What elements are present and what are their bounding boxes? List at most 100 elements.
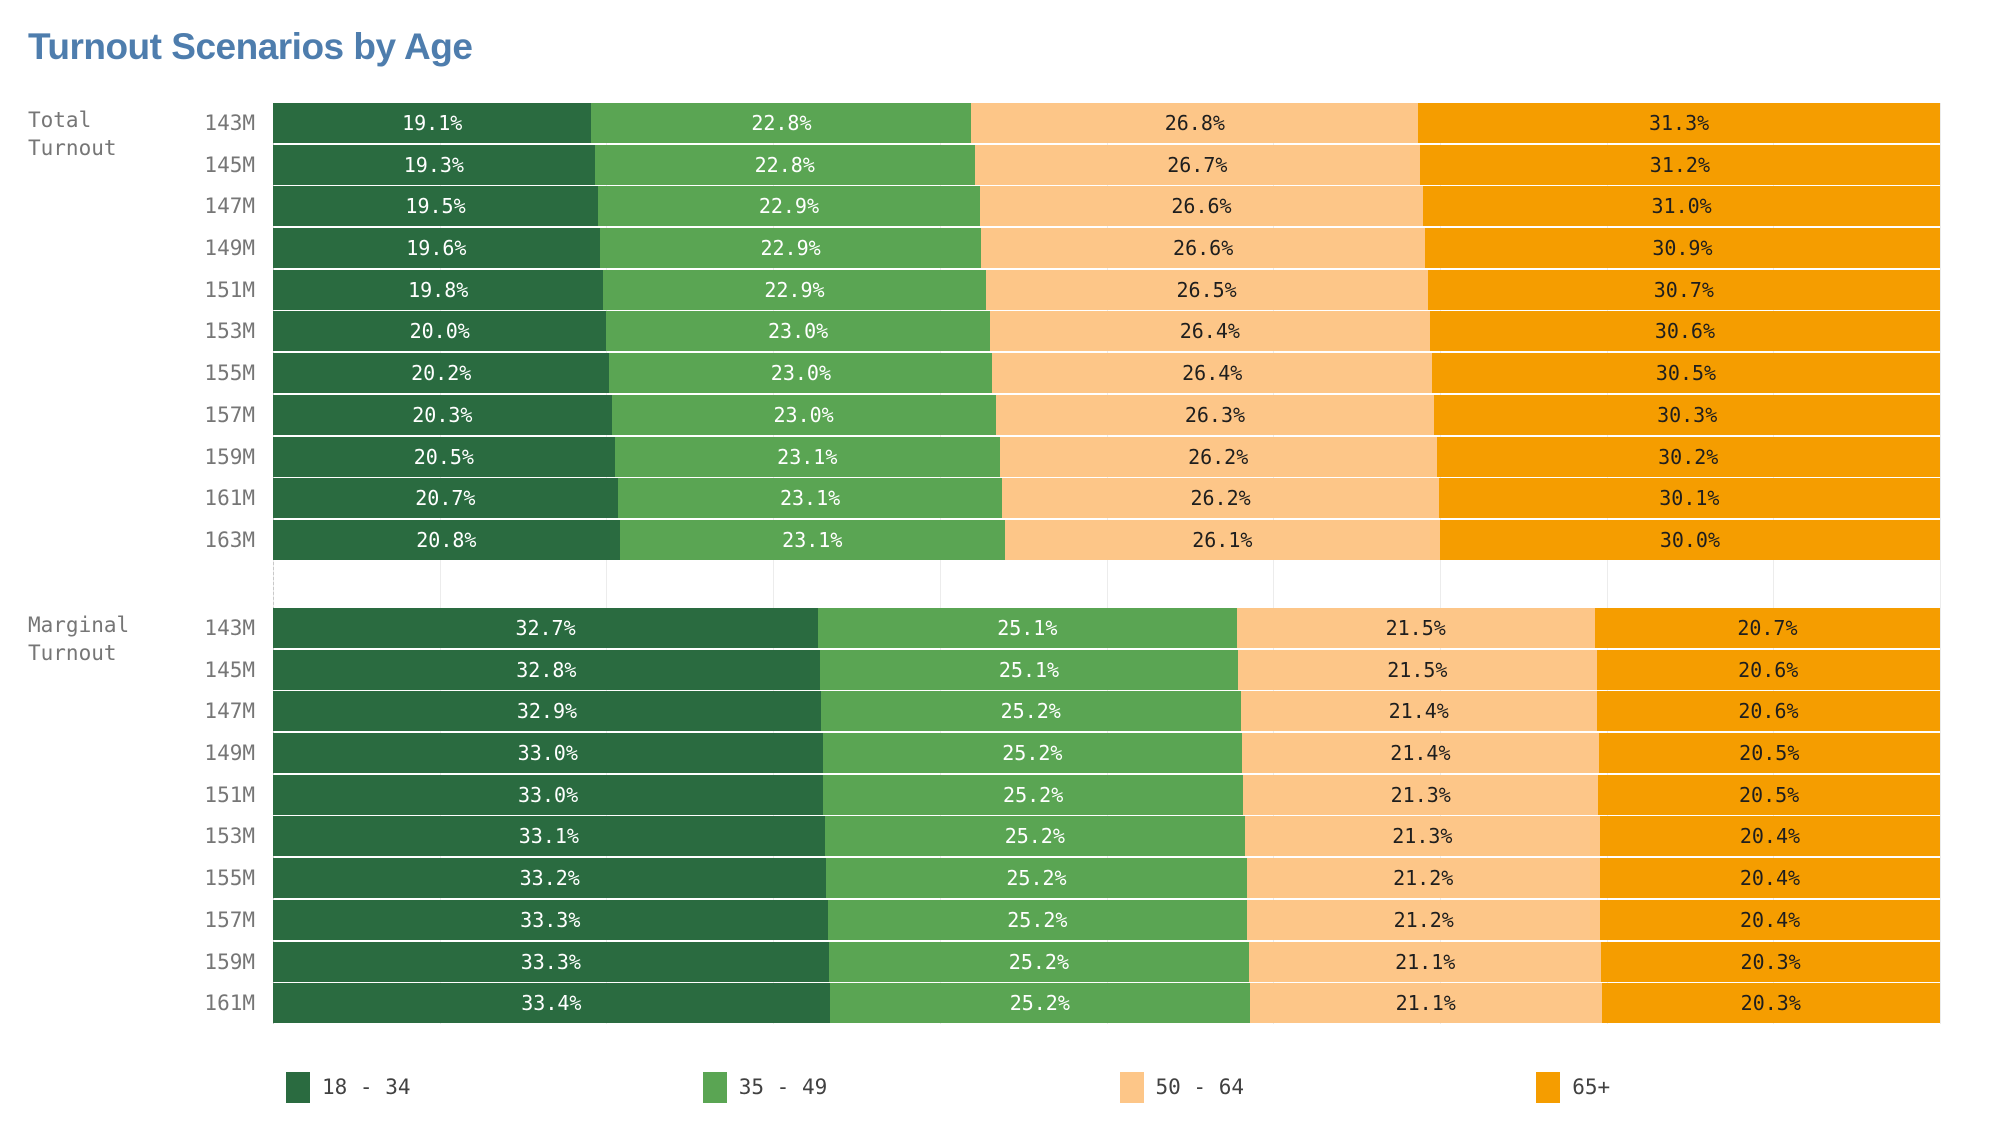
- bar-segment-18-34[interactable]: 19.5%: [273, 186, 599, 227]
- segment-value-label: 30.0%: [1659, 527, 1721, 552]
- legend-item-50-64[interactable]: 50 - 64: [1107, 1072, 1524, 1103]
- bar-segment-18-34[interactable]: 32.7%: [273, 608, 819, 648]
- bar-segment-18-34[interactable]: 20.8%: [273, 519, 620, 560]
- legend-item-65+[interactable]: 65+: [1523, 1072, 1940, 1103]
- legend-label: 35 - 49: [738, 1075, 828, 1099]
- bar-segment-18-34[interactable]: 32.9%: [273, 691, 821, 732]
- bar-segment-18-34[interactable]: 20.0%: [273, 311, 607, 352]
- bar-segment-18-34[interactable]: 33.3%: [273, 899, 828, 940]
- bar-segment-65+[interactable]: 30.3%: [1434, 394, 1940, 435]
- bar-segment-18-34[interactable]: 19.6%: [273, 228, 600, 269]
- bar-segment-65+[interactable]: 30.5%: [1432, 353, 1940, 394]
- bar-segment-18-34[interactable]: 19.8%: [273, 269, 604, 310]
- row-label: 153M: [204, 824, 255, 849]
- segment-value-label: 26.6%: [1173, 236, 1234, 261]
- bar-segment-50-64[interactable]: 21.2%: [1246, 858, 1600, 899]
- bar-segment-35-49[interactable]: 25.2%: [824, 816, 1245, 857]
- bar-segment-18-34[interactable]: 33.0%: [273, 733, 823, 774]
- bar-segment-18-34[interactable]: 20.7%: [273, 478, 618, 519]
- bar-segment-35-49[interactable]: 25.1%: [819, 649, 1239, 690]
- bar-segment-50-64[interactable]: 26.4%: [992, 353, 1433, 394]
- bar-segment-65+[interactable]: 20.3%: [1601, 983, 1940, 1024]
- bar-segment-50-64[interactable]: 26.2%: [1002, 478, 1439, 519]
- stacked-bar: 33.4% 25.2% 21.1% 20.3%: [273, 983, 1940, 1024]
- bar-segment-18-34[interactable]: 33.1%: [273, 816, 825, 857]
- turnout-row: 163M 20.8% 23.1% 26.1% 30.0%: [0, 519, 2000, 560]
- bar-segment-50-64[interactable]: 21.1%: [1249, 983, 1602, 1024]
- bar-segment-35-49[interactable]: 25.2%: [827, 899, 1248, 940]
- bar-segment-65+[interactable]: 20.4%: [1599, 858, 1940, 899]
- bar-segment-65+[interactable]: 20.6%: [1596, 649, 1940, 690]
- bar-segment-65+[interactable]: 30.6%: [1429, 311, 1940, 352]
- bar-segment-50-64[interactable]: 21.4%: [1242, 733, 1599, 774]
- bar-segment-18-34[interactable]: 33.2%: [273, 858, 827, 899]
- bar-segment-65+[interactable]: 30.7%: [1427, 269, 1940, 310]
- bar-segment-50-64[interactable]: 26.2%: [999, 436, 1437, 477]
- bar-segment-18-34[interactable]: 19.1%: [273, 103, 592, 143]
- bar-segment-65+[interactable]: 20.5%: [1598, 733, 1940, 774]
- bar-segment-35-49[interactable]: 25.2%: [820, 691, 1241, 732]
- bar-segment-50-64[interactable]: 21.5%: [1236, 608, 1595, 648]
- bar-segment-35-49[interactable]: 22.9%: [598, 186, 980, 227]
- bar-segment-50-64[interactable]: 21.3%: [1244, 816, 1600, 857]
- bar-segment-65+[interactable]: 31.3%: [1418, 103, 1940, 143]
- bar-segment-35-49[interactable]: 23.1%: [617, 478, 1003, 519]
- bar-segment-65+[interactable]: 30.9%: [1424, 228, 1940, 269]
- bar-segment-18-34[interactable]: 32.8%: [273, 649, 820, 690]
- segment-value-label: 31.3%: [1648, 111, 1710, 135]
- bar-segment-50-64[interactable]: 26.6%: [981, 228, 1425, 269]
- bar-segment-50-64[interactable]: 26.3%: [995, 394, 1435, 435]
- bar-segment-65+[interactable]: 20.6%: [1596, 691, 1940, 732]
- bar-segment-65+[interactable]: 20.7%: [1594, 608, 1940, 648]
- bar-segment-35-49[interactable]: 23.0%: [606, 311, 990, 352]
- bar-segment-35-49[interactable]: 22.8%: [594, 144, 975, 185]
- bar-segment-65+[interactable]: 30.0%: [1439, 519, 1940, 560]
- bar-segment-35-49[interactable]: 22.9%: [599, 228, 982, 269]
- bar-segment-35-49[interactable]: 25.2%: [822, 733, 1243, 774]
- bar-segment-50-64[interactable]: 21.5%: [1238, 649, 1597, 690]
- bar-segment-35-49[interactable]: 23.0%: [611, 394, 996, 435]
- bar-segment-35-49[interactable]: 25.2%: [823, 774, 1244, 815]
- bar-segment-18-34[interactable]: 20.5%: [273, 436, 615, 477]
- bar-segment-18-34[interactable]: 19.3%: [273, 144, 595, 185]
- bar-segment-50-64[interactable]: 26.1%: [1004, 519, 1440, 560]
- bar-segment-65+[interactable]: 20.5%: [1598, 774, 1940, 815]
- row-label: 159M: [204, 949, 255, 974]
- legend-label: 50 - 64: [1155, 1075, 1245, 1099]
- bar-segment-50-64[interactable]: 26.5%: [985, 269, 1428, 310]
- bar-segment-65+[interactable]: 20.3%: [1601, 941, 1940, 982]
- bar-segment-35-49[interactable]: 23.1%: [619, 519, 1005, 560]
- bar-segment-35-49[interactable]: 22.8%: [591, 103, 972, 143]
- axis-dashed-line: [273, 103, 274, 1024]
- bar-segment-50-64[interactable]: 21.1%: [1249, 941, 1602, 982]
- bar-segment-35-49[interactable]: 22.9%: [603, 269, 986, 310]
- bar-segment-18-34[interactable]: 20.3%: [273, 394, 612, 435]
- bar-segment-35-49[interactable]: 25.2%: [828, 941, 1250, 982]
- group-total-turnout: 143M 19.1% 22.8% 26.8% 31.3% 145M 19.3% 22.8% 26…: [0, 103, 2000, 562]
- bar-segment-50-64[interactable]: 21.2%: [1247, 899, 1601, 940]
- bar-segment-35-49[interactable]: 25.2%: [826, 858, 1247, 899]
- bar-segment-18-34[interactable]: 33.0%: [273, 774, 824, 815]
- bar-segment-65+[interactable]: 20.4%: [1599, 816, 1940, 857]
- bar-segment-65+[interactable]: 31.0%: [1423, 186, 1940, 227]
- bar-segment-18-34[interactable]: 33.4%: [273, 983, 830, 1024]
- bar-segment-50-64[interactable]: 26.7%: [974, 144, 1420, 185]
- bar-segment-65+[interactable]: 20.4%: [1600, 899, 1940, 940]
- bar-segment-65+[interactable]: 30.1%: [1438, 478, 1940, 519]
- bar-segment-50-64[interactable]: 26.8%: [971, 103, 1419, 143]
- bar-segment-35-49[interactable]: 23.1%: [614, 436, 1000, 477]
- legend-item-18-34[interactable]: 18 - 34: [273, 1072, 690, 1103]
- segment-value-label: 20.4%: [1740, 907, 1801, 932]
- bar-segment-35-49[interactable]: 25.2%: [829, 983, 1250, 1024]
- legend-item-35-49[interactable]: 35 - 49: [690, 1072, 1107, 1103]
- bar-segment-50-64[interactable]: 26.4%: [989, 311, 1430, 352]
- bar-segment-35-49[interactable]: 23.0%: [609, 353, 993, 394]
- bar-segment-18-34[interactable]: 20.2%: [273, 353, 610, 394]
- bar-segment-50-64[interactable]: 21.4%: [1240, 691, 1597, 732]
- bar-segment-65+[interactable]: 31.2%: [1419, 144, 1940, 185]
- bar-segment-65+[interactable]: 30.2%: [1436, 436, 1940, 477]
- bar-segment-35-49[interactable]: 25.1%: [818, 608, 1237, 648]
- bar-segment-50-64[interactable]: 26.6%: [979, 186, 1424, 227]
- bar-segment-18-34[interactable]: 33.3%: [273, 941, 829, 982]
- bar-segment-50-64[interactable]: 21.3%: [1243, 774, 1599, 815]
